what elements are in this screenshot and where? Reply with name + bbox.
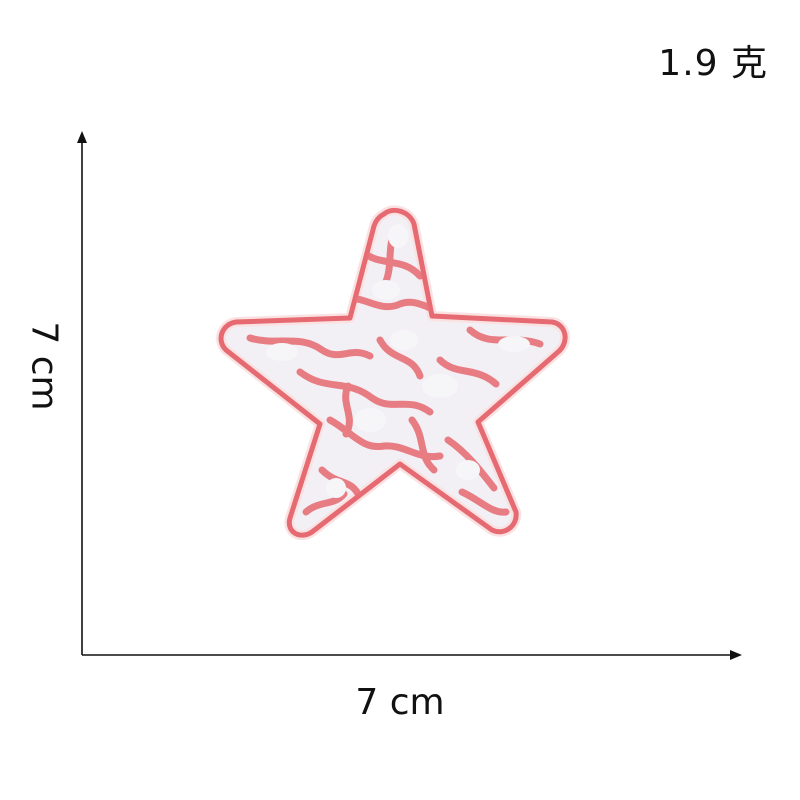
weight-label: 1.9 克 xyxy=(658,43,768,84)
x-axis-arrowhead xyxy=(730,650,742,660)
width-dimension-label: 7 cm xyxy=(355,682,445,723)
patch-white-spots xyxy=(266,224,530,498)
height-dimension-label: 7 cm xyxy=(23,321,65,411)
dimension-axes xyxy=(77,131,742,660)
star-patch xyxy=(216,205,571,541)
patch-outline xyxy=(218,207,568,538)
y-axis-arrowhead xyxy=(77,131,87,143)
